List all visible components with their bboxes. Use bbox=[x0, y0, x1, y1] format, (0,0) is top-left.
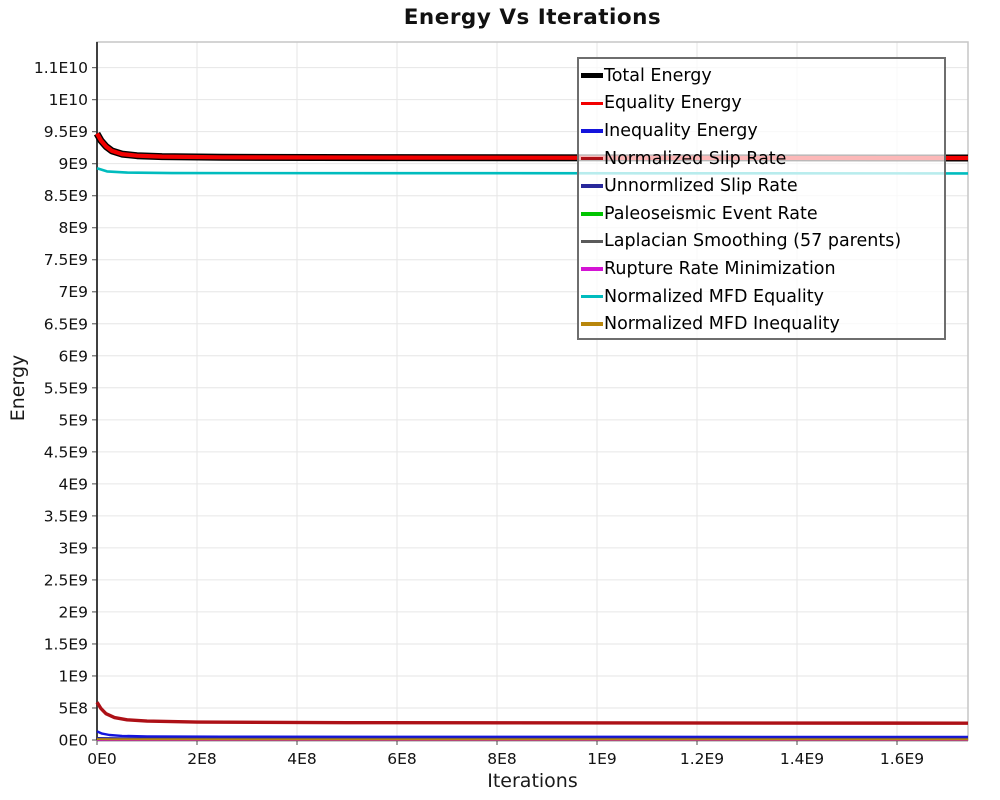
legend-item-normalized-slip-rate: Normalized Slip Rate bbox=[581, 145, 944, 173]
x-tick-label: 2E8 bbox=[187, 750, 217, 768]
legend-swatch bbox=[581, 239, 603, 244]
y-tick-label: 8E9 bbox=[58, 219, 88, 237]
y-tick-label: 1E9 bbox=[58, 667, 88, 685]
legend-item-normalized-mfd-equality: Normalized MFD Equality bbox=[581, 283, 944, 311]
x-tick-label: 0E0 bbox=[87, 750, 117, 768]
legend-swatch bbox=[581, 129, 603, 133]
y-tick-label: 1.1E10 bbox=[34, 59, 88, 77]
legend-swatch bbox=[581, 156, 603, 161]
series-line-normalized-mfd-equality bbox=[96, 166, 969, 175]
y-tick-label: 5.5E9 bbox=[44, 379, 88, 397]
y-tick-label: 0E0 bbox=[58, 732, 88, 750]
y-tick-label: 7.5E9 bbox=[44, 251, 88, 269]
legend-label: Total Energy bbox=[604, 65, 712, 86]
legend-item-laplacian-smoothing-57-parents: Laplacian Smoothing (57 parents) bbox=[581, 228, 944, 256]
legend-label: Unnormlized Slip Rate bbox=[604, 176, 798, 197]
legend-item-unnormlized-slip-rate: Unnormlized Slip Rate bbox=[581, 172, 944, 200]
legend-label: Rupture Rate Minimization bbox=[604, 258, 836, 279]
y-tick-label: 6.5E9 bbox=[44, 315, 88, 333]
y-tick-label: 1.5E9 bbox=[44, 635, 88, 653]
legend-label: Inequality Energy bbox=[604, 120, 758, 141]
x-tick-label: 1E9 bbox=[587, 750, 617, 768]
series-line-equality-energy bbox=[95, 132, 969, 161]
legend-label: Equality Energy bbox=[604, 93, 742, 114]
legend-label: Normalized Slip Rate bbox=[604, 148, 787, 169]
legend-item-total-energy: Total Energy bbox=[581, 62, 944, 90]
legend-swatch bbox=[581, 101, 603, 106]
legend-label: Paleoseismic Event Rate bbox=[604, 203, 818, 224]
y-tick-label: 7E9 bbox=[58, 283, 88, 301]
legend-swatch bbox=[581, 184, 603, 188]
x-tick-label: 8E8 bbox=[487, 750, 517, 768]
legend-item-normalized-mfd-inequality: Normalized MFD Inequality bbox=[581, 310, 944, 338]
legend-label: Laplacian Smoothing (57 parents) bbox=[604, 231, 902, 252]
x-tick-label: 6E8 bbox=[387, 750, 417, 768]
y-tick-label: 2E9 bbox=[58, 603, 88, 621]
y-tick-label: 9.5E9 bbox=[44, 123, 88, 141]
legend-item-rupture-rate-minimization: Rupture Rate Minimization bbox=[581, 255, 944, 283]
y-tick-label: 3.5E9 bbox=[44, 507, 88, 525]
x-tick-label: 1.6E9 bbox=[880, 750, 924, 768]
y-tick-label: 6E9 bbox=[58, 347, 88, 365]
legend-swatch bbox=[581, 267, 603, 271]
legend-label: Normalized MFD Equality bbox=[604, 286, 824, 307]
y-tick-label: 4.5E9 bbox=[44, 443, 88, 461]
x-axis-title: Iterations bbox=[487, 770, 578, 792]
y-tick-label: 9E9 bbox=[58, 155, 88, 173]
y-tick-label: 5E8 bbox=[58, 699, 88, 717]
series-line-normalized-slip-rate bbox=[95, 701, 969, 725]
legend-item-paleoseismic-event-rate: Paleoseismic Event Rate bbox=[581, 200, 944, 228]
y-tick-label: 2.5E9 bbox=[44, 571, 88, 589]
legend-swatch bbox=[581, 294, 603, 299]
y-tick-label: 4E9 bbox=[58, 475, 88, 493]
legend-item-inequality-energy: Inequality Energy bbox=[581, 117, 944, 145]
y-tick-label: 1E10 bbox=[49, 91, 88, 109]
y-tick-label: 5E9 bbox=[58, 411, 88, 429]
x-tick-label: 4E8 bbox=[287, 750, 317, 768]
x-tick-label: 1.4E9 bbox=[780, 750, 824, 768]
legend-swatch bbox=[581, 212, 603, 216]
chart-title: Energy Vs Iterations bbox=[403, 5, 662, 30]
legend-label: Normalized MFD Inequality bbox=[604, 314, 840, 335]
x-tick-label: 1.2E9 bbox=[680, 750, 724, 768]
legend: Total Energy Equality Energy Inequality En… bbox=[577, 57, 946, 340]
legend-item-equality-energy: Equality Energy bbox=[581, 90, 944, 118]
y-tick-label: 8.5E9 bbox=[44, 187, 88, 205]
legend-swatch bbox=[581, 322, 603, 326]
legend-swatch bbox=[581, 73, 603, 79]
y-tick-label: 3E9 bbox=[58, 539, 88, 557]
series-line-inequality-energy bbox=[96, 730, 969, 739]
